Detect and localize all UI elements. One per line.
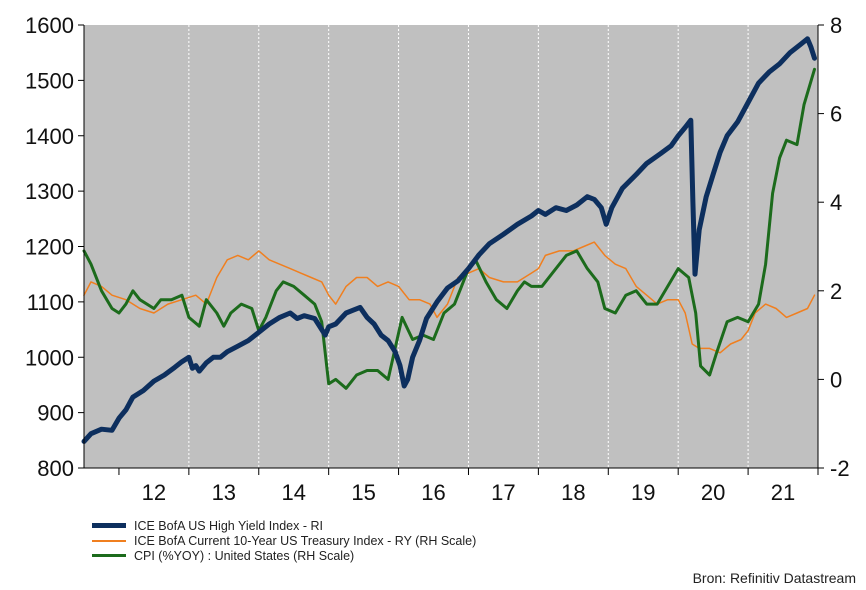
legend-swatch-treasury [92, 539, 126, 542]
left-axis: 800 900 1000 1100 1200 1300 1400 1500 1600 [25, 13, 85, 481]
source-note: Bron: Refinitiv Datastream [692, 570, 856, 586]
legend-item-cpi: CPI (%YOY) : United States (RH Scale) [92, 548, 476, 563]
series-layer [81, 36, 817, 444]
right-axis: -2 0 2 4 6 8 [817, 13, 850, 481]
right-tick-label: 8 [830, 13, 842, 38]
right-tick-label: 0 [830, 367, 842, 392]
x-tick-label: 18 [561, 480, 585, 505]
legend-item-treasury: ICE BofA Current 10-Year US Treasury Ind… [92, 533, 476, 548]
x-tick-label: 17 [491, 480, 515, 505]
right-tick-label: 4 [830, 190, 842, 215]
x-tick-label: 15 [351, 480, 375, 505]
legend-swatch-cpi [92, 554, 126, 557]
vertical-gridlines [188, 25, 749, 468]
left-tick-label: 1600 [25, 13, 74, 38]
left-tick-label: 1300 [25, 179, 74, 204]
x-tick-label: 14 [281, 480, 305, 505]
x-tick-label: 12 [142, 480, 166, 505]
left-tick-label: 1200 [25, 235, 74, 260]
series-cpi-line [82, 67, 816, 390]
legend-label-high-yield: ICE BofA US High Yield Index - RI [134, 518, 323, 533]
left-tick-label: 1100 [27, 290, 74, 315]
x-tick-label: 20 [701, 480, 725, 505]
right-tick-label: -2 [830, 456, 850, 481]
legend-label-treasury: ICE BofA Current 10-Year US Treasury Ind… [134, 533, 477, 548]
legend-label-cpi: CPI (%YOY) : United States (RH Scale) [134, 548, 355, 563]
left-tick-label: 800 [37, 456, 74, 481]
right-tick-label: 2 [830, 279, 842, 304]
x-tick-label: 21 [771, 480, 795, 505]
plot-area [84, 25, 818, 468]
x-tick-label: 19 [631, 480, 655, 505]
x-tick-label: 13 [212, 480, 236, 505]
right-tick-label: 6 [830, 102, 842, 127]
series-high-yield-line [81, 36, 817, 444]
left-tick-label: 1400 [25, 124, 74, 149]
legend-item-high-yield: ICE BofA US High Yield Index - RI [92, 518, 476, 533]
legend-swatch-high-yield [92, 523, 126, 528]
left-tick-label: 900 [37, 401, 74, 426]
left-tick-label: 1000 [25, 345, 74, 370]
x-tick-label: 16 [421, 480, 445, 505]
left-tick-label: 1500 [25, 68, 74, 93]
legend: ICE BofA US High Yield Index - RI ICE Bo… [92, 518, 476, 563]
x-axis: 12 13 14 15 16 17 18 19 20 21 [84, 467, 819, 505]
